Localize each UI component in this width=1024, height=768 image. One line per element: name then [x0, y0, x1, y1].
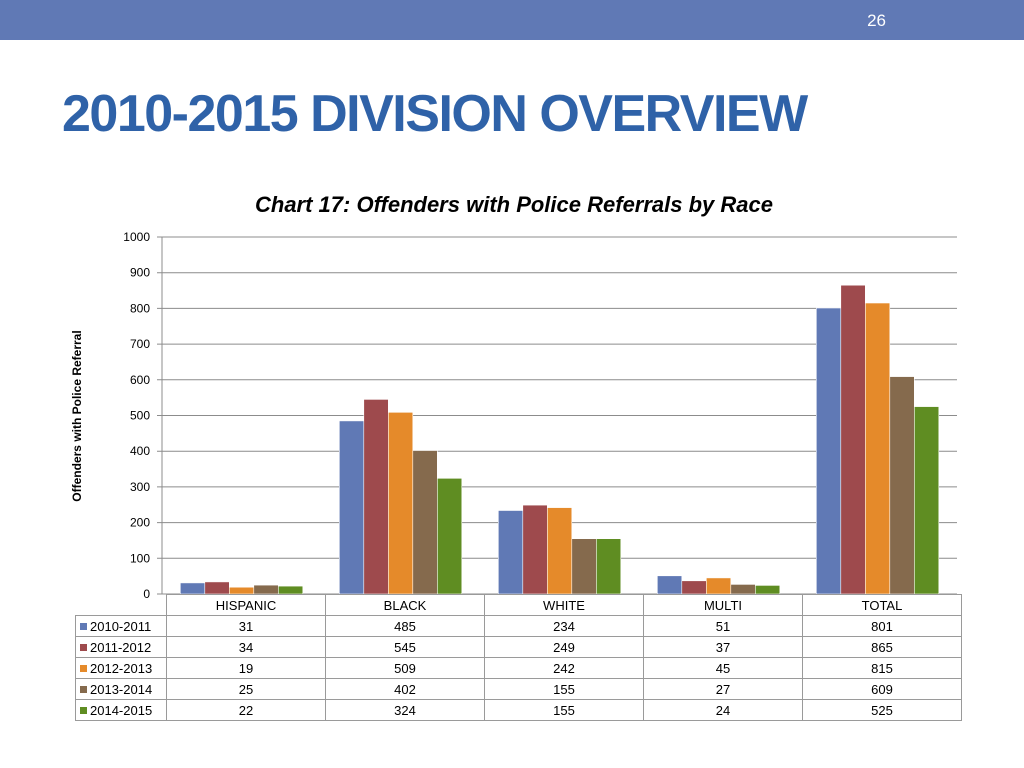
legend-key-icon — [80, 664, 87, 672]
bar-multi-2013-2014 — [730, 584, 756, 595]
bar-multi-2012-2013 — [705, 577, 732, 595]
header-bar: 26 — [0, 0, 1024, 40]
bar-black-2014-2015 — [436, 477, 463, 595]
bar-black-2012-2013 — [387, 411, 414, 595]
legend-entry: 2012-2013 — [75, 657, 167, 679]
data-label: 801 — [802, 615, 962, 637]
data-label: 25 — [166, 678, 326, 700]
category-label: TOTAL — [802, 594, 962, 616]
table-row: 2013-2014 25 402 155 27 609 — [75, 678, 962, 700]
data-label: 509 — [325, 657, 485, 679]
bar-white-2013-2014 — [571, 538, 597, 595]
bar-total-2013-2014 — [889, 376, 915, 595]
category-label: WHITE — [484, 594, 644, 616]
y-tick-label: 300 — [130, 480, 150, 494]
category-label: MULTI — [643, 594, 803, 616]
data-label: 37 — [643, 636, 803, 658]
legend-key-icon — [80, 685, 87, 693]
bar-multi-2010-2011 — [656, 575, 683, 595]
table-header-row: HISPANIC BLACK WHITE MULTI TOTAL — [75, 594, 962, 616]
bar-black-2013-2014 — [412, 450, 438, 595]
table-row: 2012-2013 19 509 242 45 815 — [75, 657, 962, 679]
bar-hispanic-2010-2011 — [180, 582, 206, 595]
data-label: 234 — [484, 615, 644, 637]
bar-total-2011-2012 — [840, 284, 866, 595]
data-label: 402 — [325, 678, 485, 700]
data-label: 45 — [643, 657, 803, 679]
bar-black-2011-2012 — [363, 399, 389, 595]
data-label: 865 — [802, 636, 962, 658]
data-label: 155 — [484, 678, 644, 700]
data-label: 27 — [643, 678, 803, 700]
data-label: 545 — [325, 636, 485, 658]
data-label: 22 — [166, 699, 326, 721]
y-tick-label: 400 — [130, 444, 150, 458]
legend-key-icon — [80, 622, 87, 630]
legend-label: 2011-2012 — [90, 639, 152, 655]
legend-label: 2014-2015 — [90, 702, 153, 718]
y-tick-label: 600 — [130, 373, 150, 387]
table-row: 2011-2012 34 545 249 37 865 — [75, 636, 962, 658]
y-tick-label: 1000 — [123, 230, 150, 244]
bar-multi-2014-2015 — [754, 585, 781, 595]
data-label: 525 — [802, 699, 962, 721]
legend-entry: 2014-2015 — [75, 699, 167, 721]
legend-label: 2012-2013 — [90, 660, 153, 676]
legend-entry: 2013-2014 — [75, 678, 167, 700]
chart-data-table: HISPANIC BLACK WHITE MULTI TOTAL 2010-2011 31 4… — [75, 594, 962, 721]
data-label: 19 — [166, 657, 326, 679]
data-label: 31 — [166, 615, 326, 637]
page-number: 26 — [867, 11, 886, 30]
bar-hispanic-2012-2013 — [229, 586, 255, 595]
bars — [180, 284, 940, 595]
legend-entry: 2010-2011 — [75, 615, 167, 637]
bar-total-2012-2013 — [864, 302, 891, 595]
legend-label: 2010-2011 — [90, 618, 152, 634]
data-label: 24 — [643, 699, 803, 721]
bar-hispanic-2014-2015 — [277, 585, 304, 595]
bar-total-2014-2015 — [913, 406, 940, 595]
data-label: 815 — [802, 657, 962, 679]
legend-label: 2013-2014 — [90, 681, 153, 697]
bar-white-2011-2012 — [522, 504, 548, 595]
bar-hispanic-2013-2014 — [253, 584, 279, 595]
table-corner — [75, 594, 167, 616]
data-label: 249 — [484, 636, 644, 658]
data-label: 485 — [325, 615, 485, 637]
slide-title: 2010-2015 DIVISION OVERVIEW — [62, 85, 808, 143]
legend-key-icon — [80, 706, 87, 714]
table-row: 2014-2015 22 324 155 24 525 — [75, 699, 962, 721]
bar-white-2012-2013 — [546, 507, 573, 595]
y-tick-label: 900 — [130, 266, 150, 280]
data-label: 155 — [484, 699, 644, 721]
data-label: 324 — [325, 699, 485, 721]
table-row: 2010-2011 31 485 234 51 801 — [75, 615, 962, 637]
legend-key-icon — [80, 643, 87, 651]
category-label: BLACK — [325, 594, 485, 616]
data-label: 242 — [484, 657, 644, 679]
bar-black-2010-2011 — [338, 420, 365, 595]
y-tick-label: 200 — [130, 516, 150, 530]
data-label: 34 — [166, 636, 326, 658]
y-tick-label: 700 — [130, 337, 150, 351]
legend-entry: 2011-2012 — [75, 636, 167, 658]
bar-white-2014-2015 — [595, 538, 622, 595]
chart-title: Chart 17: Offenders with Police Referral… — [255, 192, 773, 217]
bar-multi-2011-2012 — [681, 580, 707, 595]
bar-total-2010-2011 — [815, 307, 842, 595]
y-tick-label: 500 — [130, 409, 150, 423]
data-label: 51 — [643, 615, 803, 637]
y-tick-labels: 0 100 200 300 400 500 600 700 800 900 1000 — [123, 230, 150, 601]
y-tick-label: 0 — [143, 587, 150, 601]
y-axis-label: Offenders with Police Referral — [70, 330, 84, 502]
y-tick-label: 800 — [130, 301, 150, 315]
bar-white-2010-2011 — [497, 510, 524, 595]
y-tick-label: 100 — [130, 551, 150, 565]
bar-hispanic-2011-2012 — [204, 581, 230, 595]
data-label: 609 — [802, 678, 962, 700]
category-label: HISPANIC — [166, 594, 326, 616]
